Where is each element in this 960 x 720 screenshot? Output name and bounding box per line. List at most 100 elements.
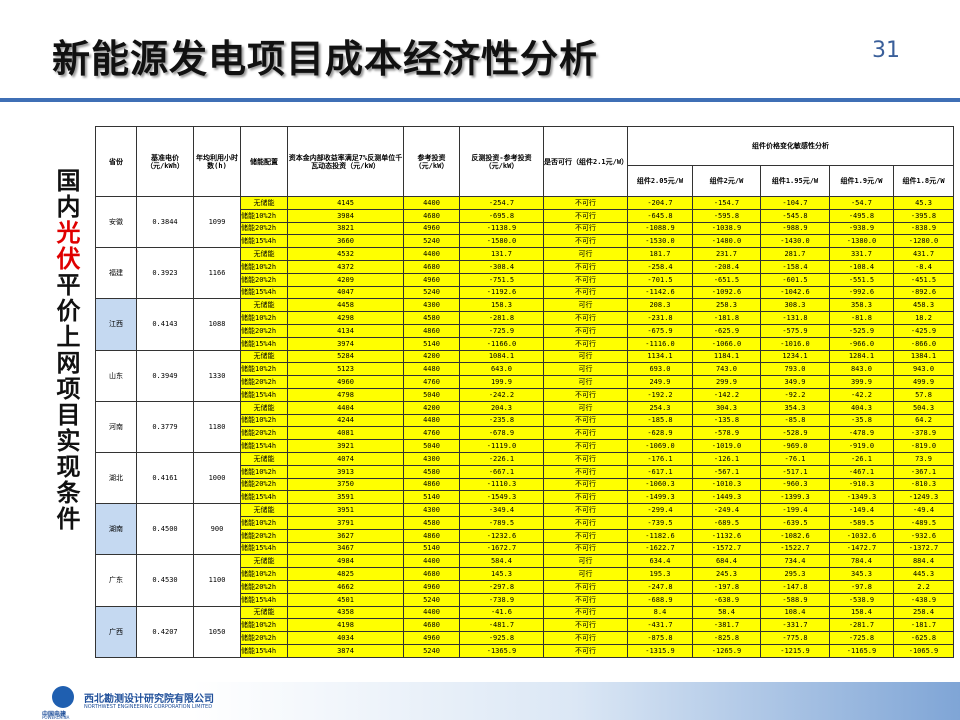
cell: 181.7 (627, 247, 693, 261)
table-row: 广东 0.4530 1100 无储能 4984 4400 584.4 可行 634.4 684.4… (95, 554, 955, 607)
cell: -645.8 (627, 208, 693, 223)
data-table: 省份 基准电价（元/kWh） 年均利用小时数(h) 储能配置 资本金内部收益率满足7%反… (95, 126, 955, 658)
table-row: 储能10%2h 3984 4680 -695.8 不可行 -645.8 -595.8 -545… (96, 208, 955, 223)
table-row: 储能15%4h 3974 5140 -1166.0 不可行 -1116.0 -1066.0-… (96, 336, 955, 351)
cell: 18.2 (892, 311, 955, 325)
hours: 1099 (193, 195, 241, 249)
cell: 4960 (403, 272, 460, 287)
cell: -92.2 (760, 387, 830, 402)
cell: -489.5 (892, 515, 955, 530)
cell: 4680 (403, 567, 460, 581)
cell: 3913 (287, 464, 404, 479)
cell: 4074 (287, 451, 404, 466)
cell: -992.6 (829, 285, 894, 300)
cell: 储能10%2h (240, 311, 288, 325)
cell: 储能20%2h (240, 323, 288, 338)
cell: -1215.9 (760, 643, 830, 658)
cell: 储能20%2h (240, 221, 288, 236)
table-row: 河南 0.3779 1180 无储能 4404 4200 204.3 可行 254.3 304.3… (95, 400, 955, 453)
cell: 可行 (543, 554, 628, 569)
cell: 无储能 (240, 503, 288, 517)
cell: -675.9 (627, 323, 693, 338)
cell: 943.0 (892, 362, 955, 377)
hours: 1100 (193, 554, 241, 607)
cell: 4798 (287, 387, 404, 402)
cell: -1430.0 (760, 234, 830, 249)
price: 0.4500 (136, 503, 194, 556)
cell: -725.8 (829, 631, 894, 645)
header-row: 组件2.05元/W 组件2元/W 组件1.95元/W 组件1.9元/W 组件1.8元/W (96, 165, 955, 197)
cell: 304.3 (692, 400, 761, 415)
column-header: 组件1.9元/W (829, 165, 894, 197)
cell: 4860 (403, 323, 460, 338)
column-header: 组件2元/W (692, 165, 761, 197)
cell: 131.7 (459, 247, 544, 261)
cell: 45.3 (892, 196, 955, 210)
cell: 499.9 (892, 375, 955, 389)
table-row: 储能10%2h 4198 4680 -481.7 不可行 -431.7 -381.7 -331… (96, 618, 955, 633)
cell: -378.9 (892, 426, 955, 441)
cell: 299.9 (692, 375, 761, 389)
cell: -1019.0 (692, 439, 761, 453)
cell: -1082.6 (760, 528, 830, 543)
column-header: 反测投资-参考投资（元/kW） (459, 126, 544, 197)
cell: -1088.9 (627, 221, 693, 236)
cell: 884.4 (892, 554, 955, 569)
cell: 4300 (403, 503, 460, 517)
cell: 3984 (287, 208, 404, 223)
cell: 不可行 (543, 541, 628, 556)
cell: -1132.6 (692, 528, 761, 543)
cell: 431.7 (892, 247, 955, 261)
cell: 储能10%2h (240, 362, 288, 377)
cell: -231.8 (627, 311, 693, 325)
cell: 不可行 (543, 477, 628, 492)
cell: 4680 (403, 618, 460, 633)
cell: 57.8 (892, 387, 955, 402)
cell: 3791 (287, 515, 404, 530)
cell: 无储能 (240, 451, 288, 466)
cell: -775.8 (760, 631, 830, 645)
cell: -1372.7 (892, 541, 955, 556)
cell: 249.9 (627, 375, 693, 389)
cell: -142.2 (692, 387, 761, 402)
cell: 445.3 (892, 567, 955, 581)
cell: -601.5 (760, 272, 830, 287)
cell: 不可行 (543, 579, 628, 594)
cell: 5140 (403, 541, 460, 556)
cell: -932.6 (892, 528, 955, 543)
cell: -478.9 (829, 426, 894, 441)
cell: -438.9 (892, 592, 955, 607)
cell: -875.8 (627, 631, 693, 645)
cell: 可行 (543, 375, 628, 389)
cell: 4300 (403, 298, 460, 313)
hours: 900 (193, 503, 241, 556)
cell: -1522.7 (760, 541, 830, 556)
province: 福建 (95, 247, 137, 300)
cell: -76.1 (760, 451, 830, 466)
cell: 64.2 (892, 413, 955, 428)
province: 河南 (95, 400, 137, 453)
cell: 643.0 (459, 362, 544, 377)
cell: 634.4 (627, 554, 693, 569)
cell: -49.4 (892, 503, 955, 517)
cell: -1480.0 (692, 234, 761, 249)
cell: 不可行 (543, 592, 628, 607)
cell: 4480 (403, 413, 460, 428)
column-header: 组件2.05元/W (627, 165, 693, 197)
cell: 204.3 (459, 400, 544, 415)
cell: 5140 (403, 336, 460, 351)
cell: 5240 (403, 285, 460, 300)
cell: -925.8 (459, 631, 544, 645)
table-row: 储能20%2h 3821 4960 -1138.9 不可行 -1088.9 -1038.9-… (96, 221, 955, 236)
cell: -41.6 (459, 605, 544, 620)
hours: 1166 (193, 247, 241, 300)
cell: -810.3 (892, 477, 955, 492)
table-row: 湖南 0.4500 900 无储能 3951 4300 -349.4 不可行 -299.4 -24… (95, 503, 955, 556)
header-row: 省份 基准电价（元/kWh） 年均利用小时数(h) 储能配置 资本金内部收益率满足7%反… (95, 126, 955, 197)
cell: -695.8 (459, 208, 544, 223)
province: 湖南 (95, 503, 137, 556)
cell: -739.5 (627, 515, 693, 530)
cell: -1449.3 (692, 490, 761, 505)
cell: -1472.7 (829, 541, 894, 556)
cell: -589.5 (829, 515, 894, 530)
